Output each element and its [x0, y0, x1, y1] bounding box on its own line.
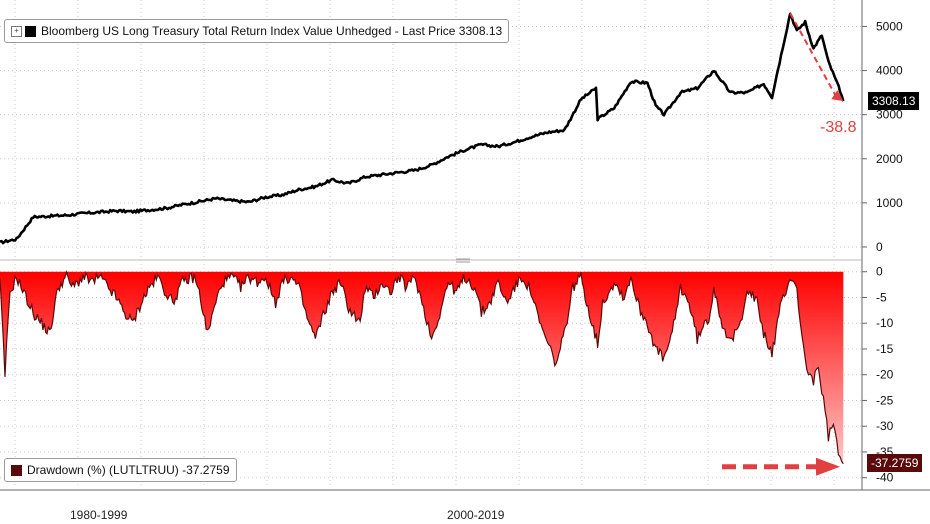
y-tick-label: -5: [876, 290, 887, 304]
drawdown-series: [0, 269, 844, 465]
drawdown-legend-text: Drawdown (%) (LUTLTRUU) -37.2759: [27, 463, 230, 477]
price-legend-text: Bloomberg US Long Treasury Total Return …: [41, 24, 503, 38]
y-tick-label: 5000: [876, 19, 903, 33]
period-label: 1980-1999: [70, 508, 128, 522]
y-tick-label: -10: [876, 316, 894, 330]
expand-icon[interactable]: +: [11, 25, 22, 37]
annotations: [722, 12, 844, 476]
period-label: 2000-2019: [447, 508, 505, 522]
price-last-value-tag: 3308.13: [868, 92, 920, 110]
decline-arrow-line: [789, 12, 837, 96]
y-tick-label: 0: [876, 265, 883, 279]
y-tick-label: 2000: [876, 152, 903, 166]
y-tick-label: -15: [876, 342, 894, 356]
legend-swatch: [11, 464, 22, 476]
drawdown-arrow-head: [816, 457, 840, 476]
annotation-text: -38.8: [820, 119, 857, 136]
price-legend[interactable]: + Bloomberg US Long Treasury Total Retur…: [4, 19, 510, 43]
top-grid: [0, 0, 862, 258]
y-tick-label: -40: [876, 471, 894, 485]
drawdown-line: [0, 269, 844, 465]
legend-swatch: [25, 25, 36, 37]
y-tick-label: 4000: [876, 64, 903, 78]
y-tick-label: -30: [876, 419, 894, 433]
y-tick-label: 1000: [876, 196, 903, 210]
drawdown-last-value-tag: -37.2759: [867, 454, 923, 472]
price-line: [0, 12, 845, 245]
top-y-axis: 0 1000 2000 3000 4000 5000: [862, 19, 903, 254]
top-panel: [0, 0, 862, 258]
drawdown-legend[interactable]: Drawdown (%) (LUTLTRUU) -37.2759: [4, 458, 237, 482]
y-tick-label: -20: [876, 368, 894, 382]
y-tick-label: 3000: [876, 108, 903, 122]
y-tick-label: 0: [876, 240, 883, 254]
price-series: [0, 12, 845, 245]
decline-arrow-head: [831, 90, 844, 102]
bottom-y-axis: 0-5-10-15-20-25-30-35-40: [862, 265, 894, 485]
bottom-grid: [0, 264, 862, 488]
y-tick-label: -25: [876, 393, 894, 407]
